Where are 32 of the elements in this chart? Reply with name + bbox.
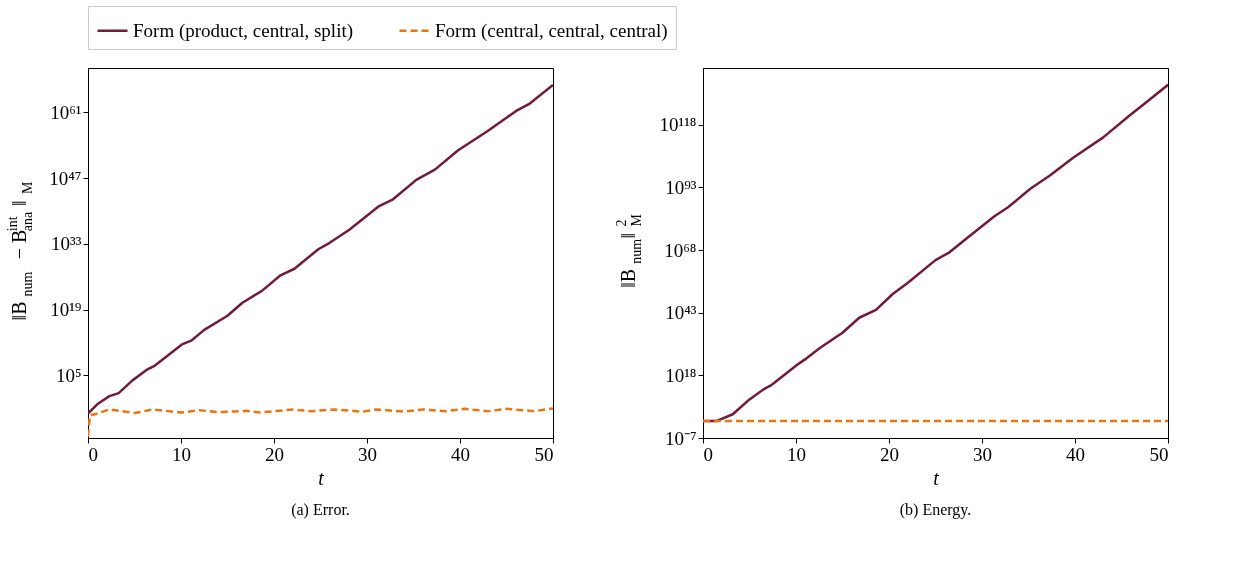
y-tick-label: 10³³ [51,233,82,255]
x-tick-label: 20 [265,443,284,465]
text: (b) Energy. [899,501,972,519]
y-tick-label: 10¹¹⁸ [659,114,697,136]
x-tick-label: 10 [787,443,806,465]
y-tick-label: 10⁶¹ [50,101,82,123]
x-tick-label: 0 [703,443,713,465]
y-axis-title: ‖Bnum‖M2 [614,213,644,288]
x-axis-title: t [933,466,940,489]
y-axis-title: ‖Bnum − Banaint‖M [5,181,35,321]
y-tick-label: 10⁵ [55,364,82,386]
y-tick-label: 10⁴⁷ [49,167,82,189]
x-tick-label: 40 [451,443,470,465]
x-tick-label: 30 [973,443,992,465]
x-tick-label: 40 [1066,443,1085,465]
y-tick-label: 10¹⁹ [50,299,82,321]
x-tick-label: 10 [172,443,191,465]
x-tick-label: 50 [534,443,554,465]
x-tick-label: 50 [1149,443,1169,465]
y-tick-label: 10⁴³ [665,302,697,324]
line-series [88,83,553,415]
y-tick-label: 10⁹³ [665,176,697,198]
x-tick-label: 0 [88,443,98,465]
x-tick-label: 30 [358,443,377,465]
y-tick-label: 10⁻⁷ [664,427,697,449]
y-tick-label: 10¹⁸ [665,364,697,386]
y-tick-label: 10⁶⁸ [664,239,697,261]
legend-label: Form (product, central, split) [133,19,354,42]
x-axis-title: t [318,466,325,489]
x-tick-label: 20 [880,443,899,465]
text: (a) Error. [291,501,350,519]
legend-label: Form (central, central, central) [435,19,668,42]
